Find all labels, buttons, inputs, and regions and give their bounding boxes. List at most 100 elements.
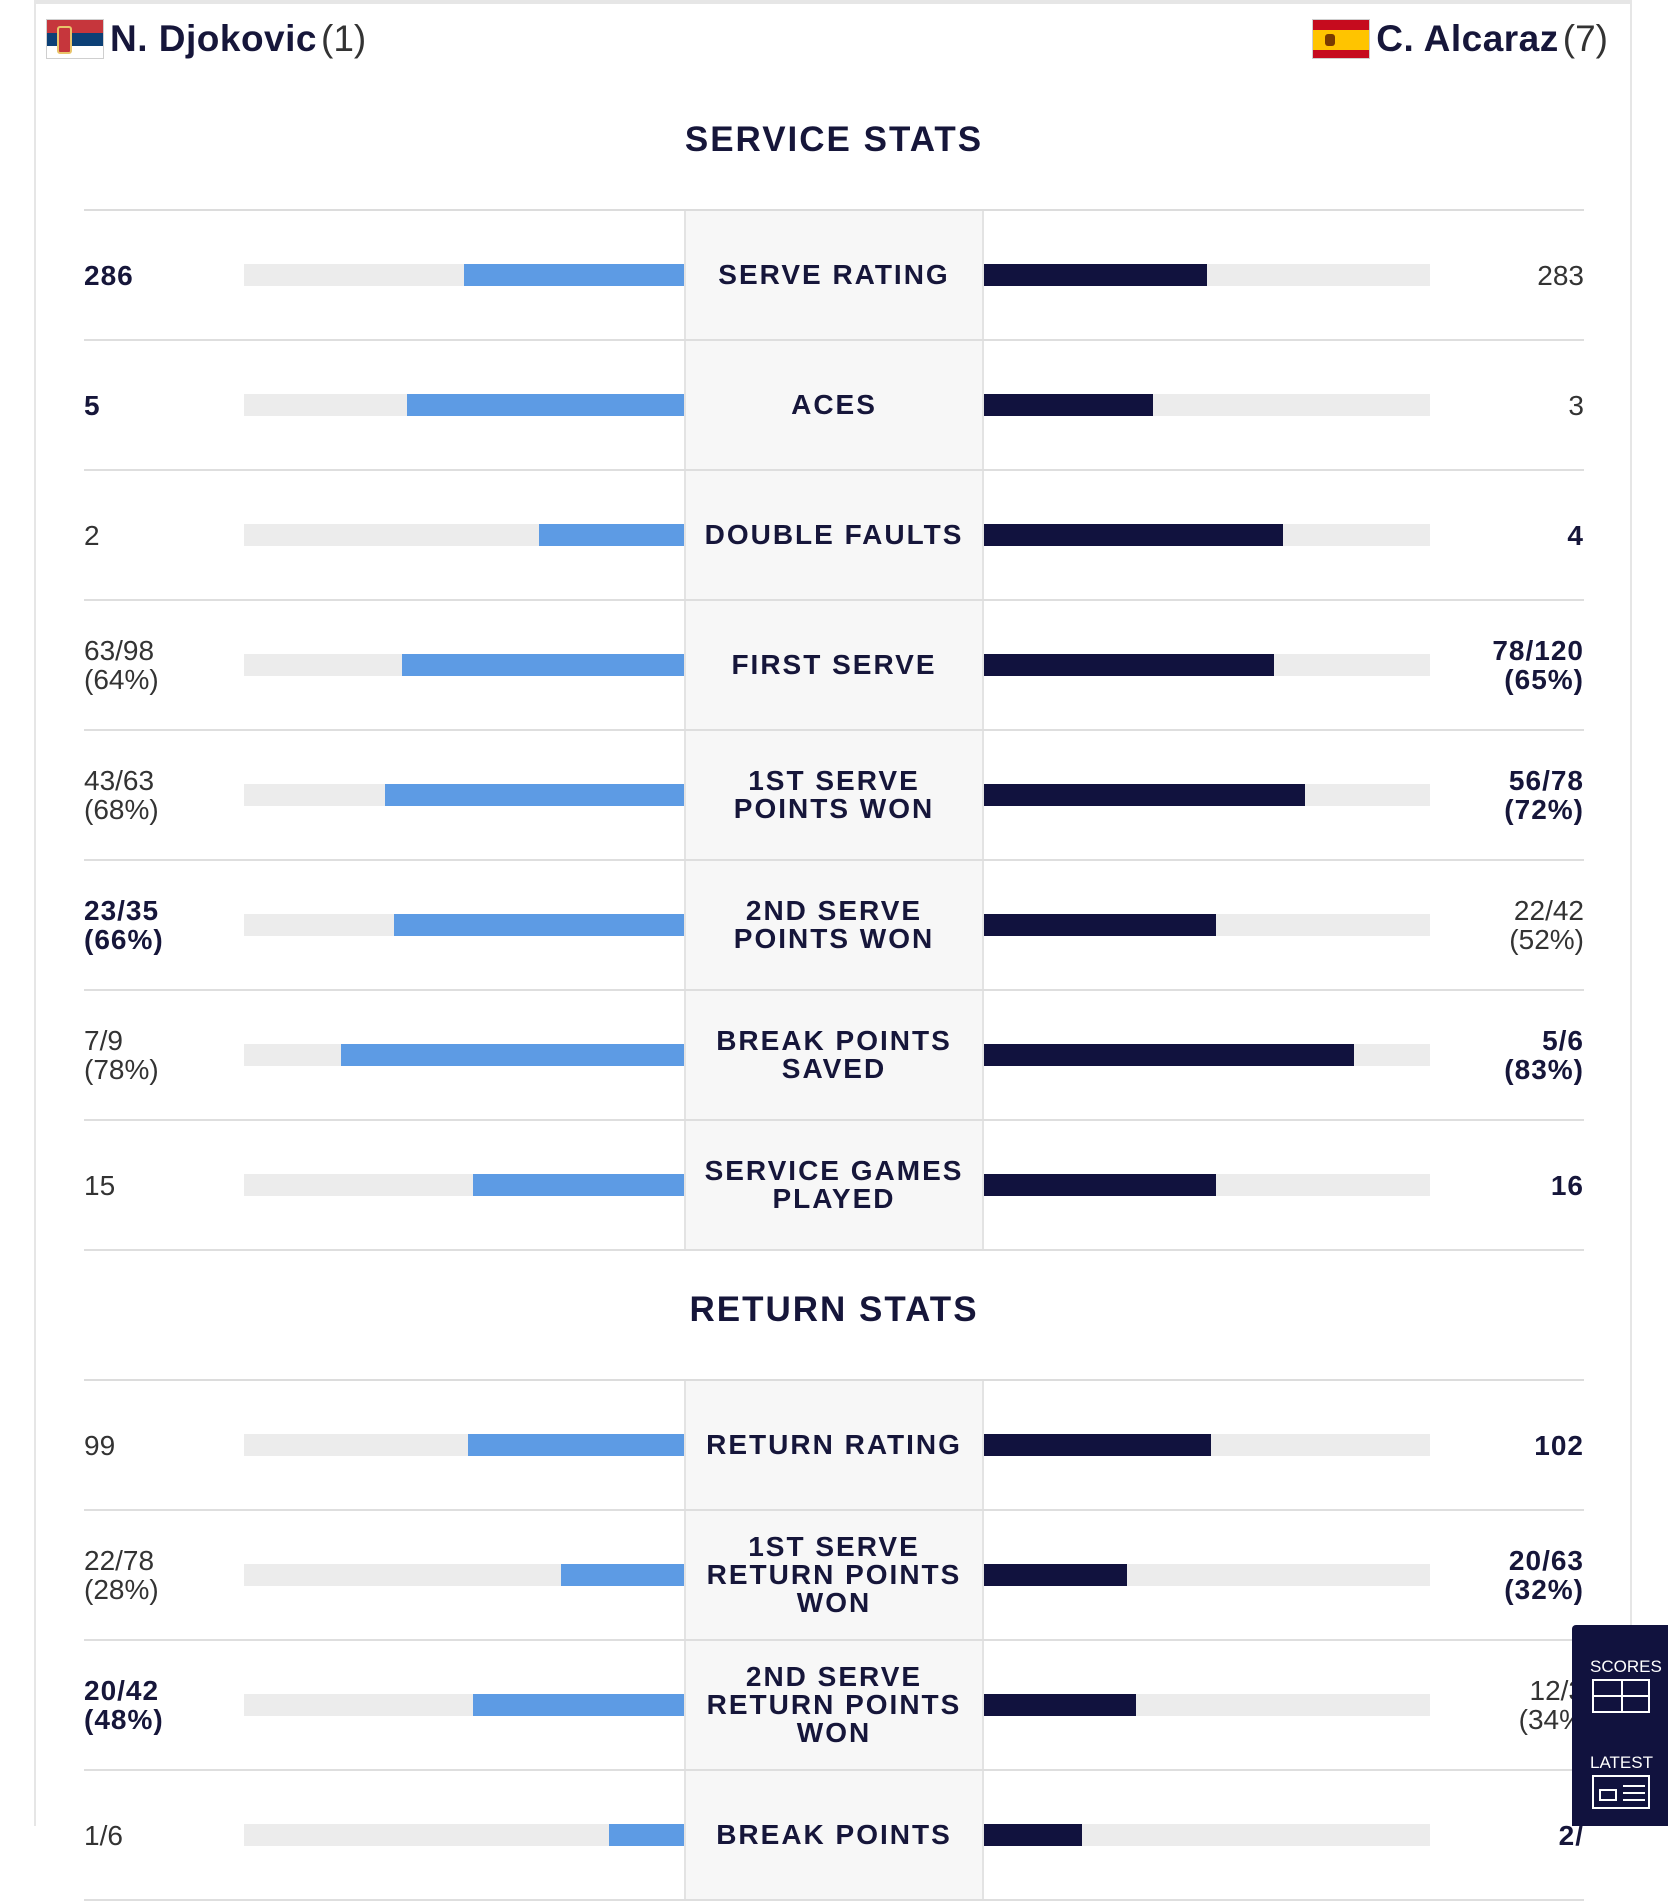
- row-divider: [84, 859, 1584, 861]
- right-bar-fill: [984, 1174, 1216, 1196]
- stat-label: BREAK POINTS SAVED: [684, 991, 984, 1119]
- left-bar-fill: [560, 1564, 684, 1586]
- right-bar-fill: [984, 1824, 1083, 1846]
- section-divider: [84, 1379, 1584, 1381]
- scoreboard-icon: [1592, 1679, 1650, 1713]
- right-bar-track: [984, 914, 1430, 936]
- player-left[interactable]: N. Djokovic (1): [46, 14, 366, 64]
- left-player-value: 22/78 (28%): [84, 1545, 159, 1605]
- stat-row: 2 DOUBLE FAULTS 4: [84, 471, 1584, 601]
- left-bar-fill: [609, 1824, 684, 1846]
- stat-label: SERVE RATING: [684, 211, 984, 339]
- left-bar-track: [244, 784, 684, 806]
- left-bar-fill: [464, 264, 684, 286]
- stat-row: 286 SERVE RATING 283: [84, 211, 1584, 341]
- right-player-value: 283: [1537, 259, 1584, 291]
- right-bar-fill: [984, 914, 1216, 936]
- right-bar-track: [984, 1044, 1430, 1066]
- right-player-value: 5/6 (83%): [1504, 1025, 1584, 1085]
- stat-label: 1ST SERVE RETURN POINTS WON: [684, 1511, 984, 1639]
- right-player-value: 20/63 (32%): [1504, 1545, 1584, 1605]
- stat-row: 1/6 BREAK POINTS 2/: [84, 1771, 1584, 1901]
- right-bar-track: [984, 784, 1430, 806]
- stat-label: SERVICE GAMES PLAYED: [684, 1121, 984, 1249]
- left-bar-track: [244, 1044, 684, 1066]
- latest-button[interactable]: LATEST: [1590, 1753, 1653, 1809]
- left-bar-fill: [402, 654, 684, 676]
- news-list-icon: [1592, 1775, 1650, 1809]
- stats-panel: [34, 0, 1632, 1826]
- right-bar-track: [984, 1824, 1430, 1846]
- right-player-value: 3: [1568, 389, 1584, 421]
- row-divider: [84, 989, 1584, 991]
- left-bar-fill: [393, 914, 684, 936]
- left-player-value: 5: [84, 389, 101, 421]
- right-player-value: 78/120 (65%): [1492, 635, 1584, 695]
- row-divider: [84, 729, 1584, 731]
- stat-row: 20/42 (48%) 2ND SERVE RETURN POINTS WON 12…: [84, 1641, 1584, 1771]
- right-bar-track: [984, 1174, 1430, 1196]
- row-divider: [84, 1119, 1584, 1121]
- section-title: SERVICE STATS: [684, 120, 984, 159]
- stat-label: BREAK POINTS: [684, 1771, 984, 1899]
- left-bar-track: [244, 1694, 684, 1716]
- left-bar-fill: [538, 524, 684, 546]
- left-bar-track: [244, 1434, 684, 1456]
- player-left-name: N. Djokovic: [110, 18, 317, 59]
- stat-label: ACES: [684, 341, 984, 469]
- stat-label: 1ST SERVE POINTS WON: [684, 731, 984, 859]
- left-player-value: 7/9 (78%): [84, 1025, 159, 1085]
- right-bar-track: [984, 1564, 1430, 1586]
- left-bar-track: [244, 1174, 684, 1196]
- stat-label: FIRST SERVE: [684, 601, 984, 729]
- left-player-value: 1/6: [84, 1819, 123, 1851]
- row-divider: [84, 339, 1584, 341]
- right-player-value: 16: [1550, 1169, 1584, 1201]
- row-divider: [84, 1509, 1584, 1511]
- left-player-value: 15: [84, 1169, 116, 1201]
- left-bar-fill: [468, 1434, 684, 1456]
- serbia-flag-icon: [46, 19, 104, 59]
- row-divider: [84, 599, 1584, 601]
- left-bar-track: [244, 654, 684, 676]
- left-bar-track: [244, 264, 684, 286]
- stat-label: RETURN RATING: [684, 1381, 984, 1509]
- section-title: RETURN STATS: [689, 1290, 979, 1329]
- right-bar-fill: [984, 1434, 1212, 1456]
- left-bar-fill: [472, 1694, 684, 1716]
- stat-row: 43/63 (68%) 1ST SERVE POINTS WON 56/78 (72…: [84, 731, 1584, 861]
- left-bar-track: [244, 524, 684, 546]
- stat-row: 5 ACES 3: [84, 341, 1584, 471]
- left-player-value: 63/98 (64%): [84, 635, 159, 695]
- floating-menu: SCORES LATEST: [1572, 1625, 1668, 1826]
- right-player-value: 102: [1534, 1429, 1584, 1461]
- left-bar-track: [244, 1824, 684, 1846]
- right-bar-fill: [984, 264, 1207, 286]
- stat-row: 63/98 (64%) FIRST SERVE 78/120 (65%): [84, 601, 1584, 731]
- stat-label: DOUBLE FAULTS: [684, 471, 984, 599]
- player-right[interactable]: C. Alcaraz (7): [1312, 14, 1608, 64]
- right-player-value: 56/78 (72%): [1504, 765, 1584, 825]
- right-bar-fill: [984, 394, 1154, 416]
- stat-row: 23/35 (66%) 2ND SERVE POINTS WON 22/42 (52…: [84, 861, 1584, 991]
- right-bar-track: [984, 264, 1430, 286]
- spain-flag-icon: [1312, 19, 1371, 59]
- row-divider: [84, 469, 1584, 471]
- left-bar-fill: [472, 1174, 684, 1196]
- scores-button[interactable]: SCORES: [1590, 1657, 1662, 1713]
- stat-row: 99 RETURN RATING 102: [84, 1381, 1584, 1511]
- left-bar-track: [244, 1564, 684, 1586]
- left-player-value: 286: [84, 259, 134, 291]
- right-bar-fill: [984, 654, 1274, 676]
- scores-label: SCORES: [1590, 1657, 1662, 1676]
- left-player-value: 20/42 (48%): [84, 1675, 164, 1735]
- player-left-seed: (1): [321, 18, 367, 59]
- left-bar-fill: [340, 1044, 684, 1066]
- stat-row: 15 SERVICE GAMES PLAYED 16: [84, 1121, 1584, 1251]
- right-bar-fill: [984, 1694, 1136, 1716]
- right-bar-track: [984, 524, 1430, 546]
- right-bar-fill: [984, 1044, 1355, 1066]
- player-right-seed: (7): [1562, 18, 1608, 59]
- left-bar-fill: [406, 394, 684, 416]
- right-player-value: 12/3 (34%: [1518, 1675, 1584, 1735]
